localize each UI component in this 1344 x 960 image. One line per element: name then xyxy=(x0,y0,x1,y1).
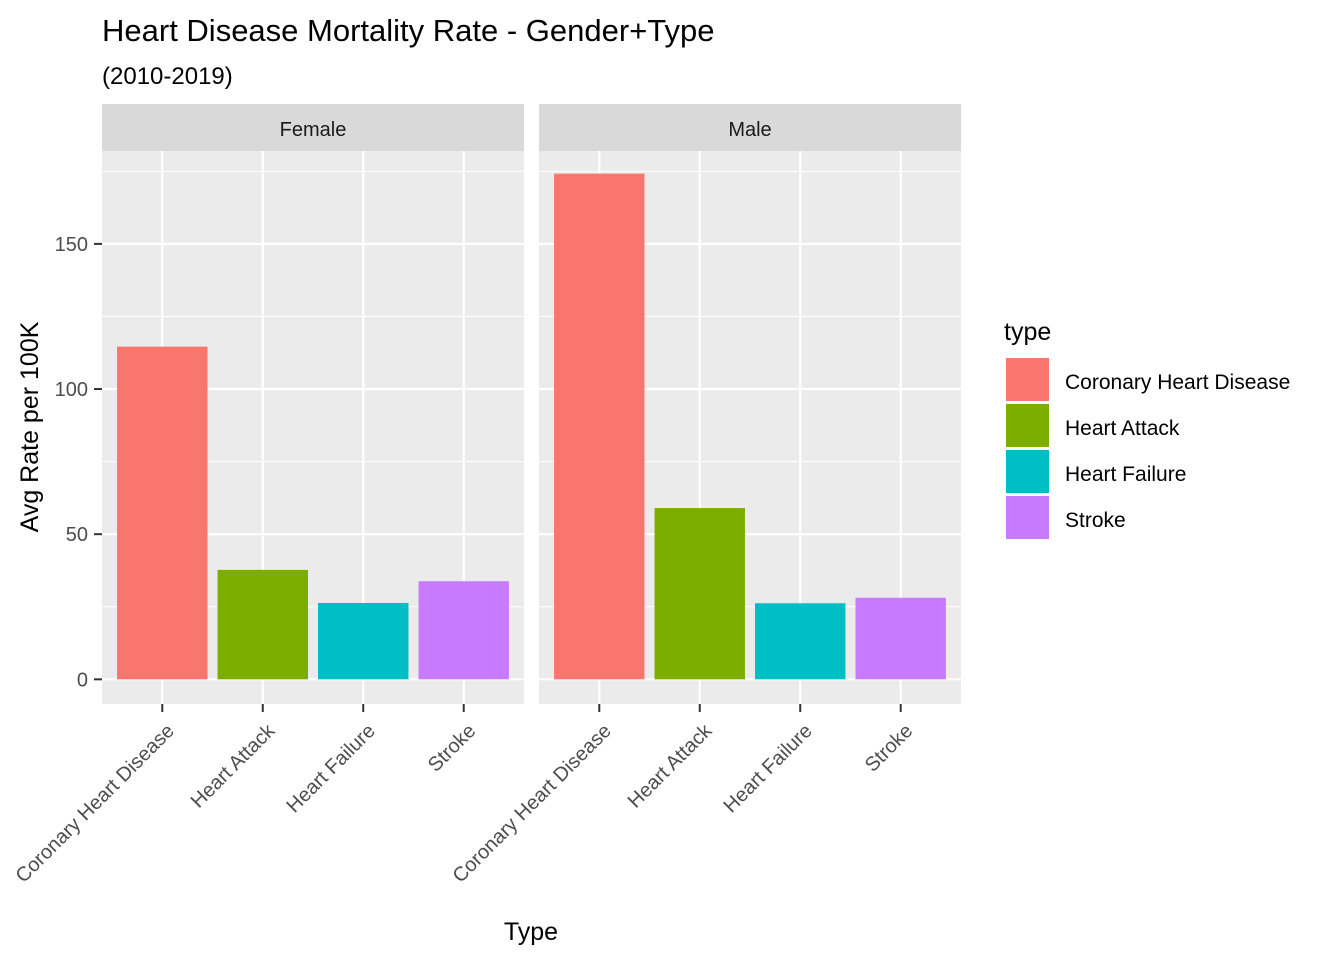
facet-strip-label: Female xyxy=(280,119,347,141)
bar-male-coronary-heart-disease xyxy=(554,173,645,680)
legend-swatch xyxy=(1006,358,1049,401)
y-tick-label: 150 xyxy=(55,234,88,256)
legend-title: type xyxy=(1004,318,1051,346)
y-axis: 0 50 100 150 xyxy=(55,234,102,691)
chart-subtitle: (2010-2019) xyxy=(102,63,233,90)
x-tick-label: Stroke xyxy=(424,720,480,776)
bar-female-coronary-heart-disease xyxy=(117,346,208,680)
y-tick-label: 0 xyxy=(77,669,88,691)
x-tick-label: Heart Failure xyxy=(719,720,816,817)
x-tick-label: Heart Failure xyxy=(282,720,379,817)
legend-swatch xyxy=(1006,450,1049,493)
chart-title: Heart Disease Mortality Rate - Gender+Ty… xyxy=(102,13,715,48)
y-tick-label: 100 xyxy=(55,379,88,401)
facet-strip xyxy=(539,104,961,151)
x-tick-label: Stroke xyxy=(861,720,917,776)
bar-female-heart-failure xyxy=(318,602,409,680)
legend-entry-label: Stroke xyxy=(1065,509,1126,532)
facet-panel-female: Female Coronary Heart Disease Heart Attack… xyxy=(12,104,524,887)
bar-male-heart-attack xyxy=(654,508,745,680)
legend-entry-label: Heart Failure xyxy=(1065,463,1186,486)
legend-swatch xyxy=(1006,496,1049,539)
bar-female-heart-attack xyxy=(217,569,308,680)
bar-female-stroke xyxy=(418,581,509,680)
facet-strip-label: Male xyxy=(728,119,771,141)
x-tick-label: Coronary Heart Disease xyxy=(12,720,179,887)
facet-strip xyxy=(102,104,524,151)
legend-swatch xyxy=(1006,404,1049,447)
x-tick-label: Heart Attack xyxy=(187,719,280,812)
legend-entry-label: Coronary Heart Disease xyxy=(1065,371,1290,394)
y-tick-label: 50 xyxy=(66,524,88,546)
x-axis-title: Type xyxy=(504,918,558,946)
bar-male-heart-failure xyxy=(755,603,846,680)
x-tick-label: Coronary Heart Disease xyxy=(449,720,616,887)
x-tick-label: Heart Attack xyxy=(624,719,717,812)
facet-panel-male: Male Coronary Heart Disease Heart Attack He… xyxy=(449,104,961,887)
bar-male-stroke xyxy=(855,597,946,680)
legend-entry-label: Heart Attack xyxy=(1065,417,1180,440)
legend: type Coronary Heart Disease Heart Attack H… xyxy=(1004,318,1290,539)
y-axis-title: Avg Rate per 100K xyxy=(16,321,44,532)
